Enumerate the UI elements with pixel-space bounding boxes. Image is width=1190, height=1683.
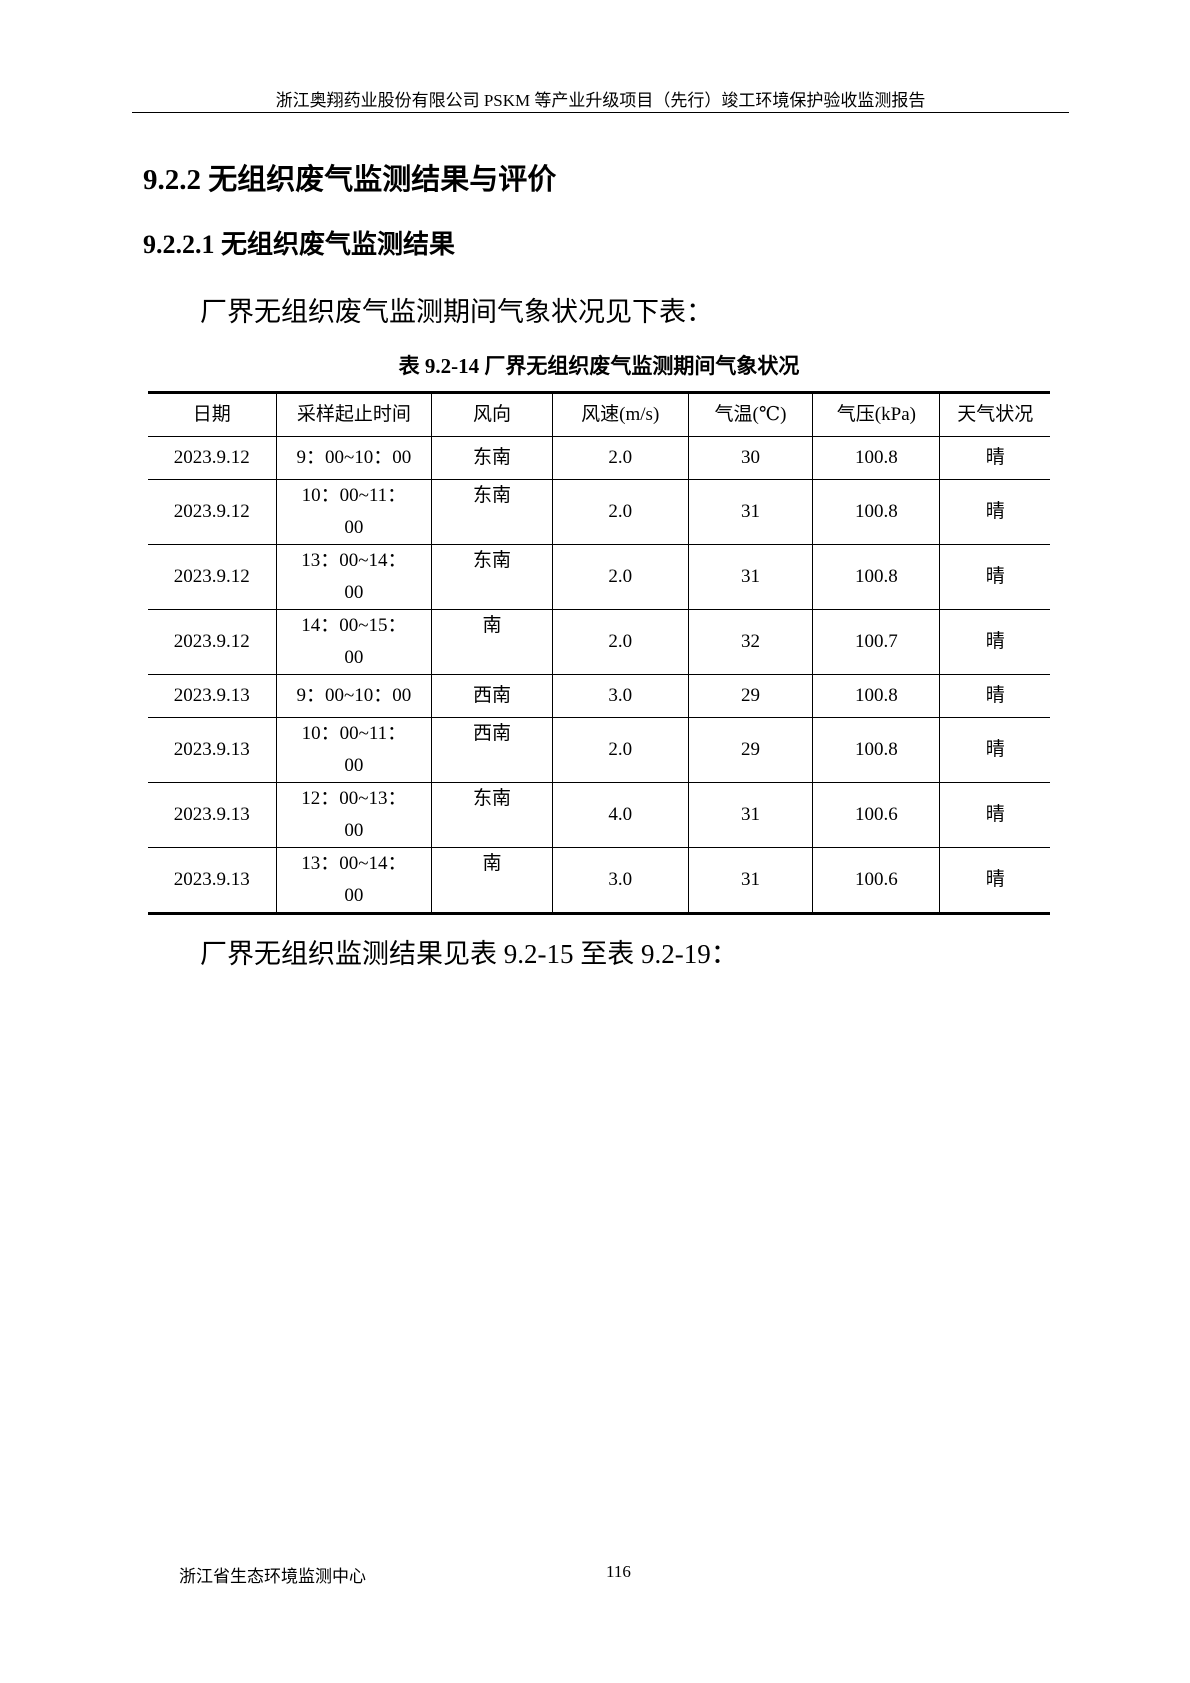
cell-temp: 31 [687,479,814,545]
cell-date: 2023.9.13 [148,674,277,718]
table-row: 2023.9.13 12：00~13：00 东南 4.0 31 100.6 晴 [148,782,1050,848]
cell-speed: 3.0 [551,847,689,914]
cell-time: 13：00~14：00 [275,847,433,914]
time-range: 12：00~13：00 [301,788,407,841]
subsection-title: 9.2.2.1 无组织废气监测结果 [143,230,456,259]
cell-speed: 3.0 [551,674,689,718]
cell-date: 2023.9.12 [148,479,277,545]
section-title: 9.2.2 无组织废气监测结果与评价 [143,164,557,196]
table-row: 2023.9.12 14：00~15：00 南 2.0 32 100.7 晴 [148,609,1050,675]
cell-weather: 晴 [939,544,1050,610]
cell-dir: 南 [431,609,553,675]
cell-time: 14：00~15：00 [275,609,433,675]
cell-weather: 晴 [939,674,1050,718]
cell-time: 13：00~14：00 [275,544,433,610]
time-range: 9：00~10：00 [296,447,412,468]
cell-dir: 南 [431,847,553,914]
cell-speed: 4.0 [551,782,689,848]
column-header: 采样起止时间 [275,392,433,437]
cell-temp: 31 [687,782,814,848]
cell-pressure: 100.8 [812,479,941,545]
cell-weather: 晴 [939,609,1050,675]
page-number: 116 [606,1562,631,1581]
table-row: 2023.9.12 9：00~10：00 东南 2.0 30 100.8 晴 [148,436,1050,480]
table-row: 2023.9.13 13：00~14：00 南 3.0 31 100.6 晴 [148,847,1050,914]
column-header: 风速(m/s) [551,392,689,437]
table-row: 2023.9.12 10：00~11：00 东南 2.0 31 100.8 晴 [148,479,1050,545]
cell-weather: 晴 [939,479,1050,545]
cell-dir: 西南 [431,674,553,718]
cell-dir: 东南 [431,436,553,480]
cell-temp: 31 [687,847,814,914]
table-header-row: 日期 采样起止时间 风向 风速(m/s) 气温(℃) 气压(kPa) 天气状况 [148,392,1050,437]
cell-pressure: 100.6 [812,782,941,848]
column-header: 日期 [148,392,277,437]
running-header: 浙江奥翔药业股份有限公司 PSKM 等产业升级项目（先行）竣工环境保护验收监测报… [275,91,926,110]
cell-time: 9：00~10：00 [275,674,433,718]
cell-temp: 32 [687,609,814,675]
cell-weather: 晴 [939,717,1050,783]
cell-weather: 晴 [939,436,1050,480]
cell-time: 10：00~11：00 [275,717,433,783]
cell-dir: 东南 [431,782,553,848]
cell-weather: 晴 [939,847,1050,914]
table-row: 2023.9.12 13：00~14：00 东南 2.0 31 100.8 晴 [148,544,1050,610]
cell-date: 2023.9.13 [148,847,277,914]
cell-time: 12：00~13：00 [275,782,433,848]
cell-speed: 2.0 [551,479,689,545]
cell-weather: 晴 [939,782,1050,848]
table-caption: 表 9.2-14 厂界无组织废气监测期间气象状况 [398,354,800,378]
cell-pressure: 100.7 [812,609,941,675]
cell-temp: 31 [687,544,814,610]
time-range: 13：00~14：00 [301,550,407,603]
time-range: 10：00~11：00 [301,485,407,538]
intro-paragraph: 厂界无组织废气监测期间气象状况见下表： [200,297,713,327]
cell-dir: 东南 [431,479,553,545]
cell-speed: 2.0 [551,717,689,783]
cell-pressure: 100.6 [812,847,941,914]
cell-temp: 29 [687,674,814,718]
cell-dir: 西南 [431,717,553,783]
column-header: 风向 [431,392,553,437]
cell-dir: 东南 [431,544,553,610]
cell-date: 2023.9.12 [148,609,277,675]
table-row: 2023.9.13 10：00~11：00 西南 2.0 29 100.8 晴 [148,717,1050,783]
cell-pressure: 100.8 [812,674,941,718]
cell-pressure: 100.8 [812,436,941,480]
cell-date: 2023.9.12 [148,436,277,480]
column-header: 气温(℃) [687,392,814,437]
cell-time: 9：00~10：00 [275,436,433,480]
time-range: 9：00~10：00 [296,685,412,706]
cell-speed: 2.0 [551,436,689,480]
column-header: 天气状况 [939,392,1050,437]
cell-date: 2023.9.12 [148,544,277,610]
cell-date: 2023.9.13 [148,717,277,783]
cell-date: 2023.9.13 [148,782,277,848]
footer-org: 浙江省生态环境监测中心 [179,1567,366,1586]
table-row: 2023.9.13 9：00~10：00 西南 3.0 29 100.8 晴 [148,674,1050,718]
time-range: 14：00~15：00 [301,615,407,668]
cell-time: 10：00~11：00 [275,479,433,545]
header-divider [132,112,1069,113]
column-header: 气压(kPa) [812,392,941,437]
cell-pressure: 100.8 [812,717,941,783]
cell-temp: 29 [687,717,814,783]
outro-paragraph: 厂界无组织监测结果见表 9.2-15 至表 9.2-19： [200,939,738,969]
weather-table: 日期 采样起止时间 风向 风速(m/s) 气温(℃) 气压(kPa) 天气状况 2023.9… [148,391,1050,915]
cell-pressure: 100.8 [812,544,941,610]
cell-speed: 2.0 [551,544,689,610]
cell-speed: 2.0 [551,609,689,675]
time-range: 10：00~11：00 [301,723,407,776]
time-range: 13：00~14：00 [301,853,407,906]
cell-temp: 30 [687,436,814,480]
